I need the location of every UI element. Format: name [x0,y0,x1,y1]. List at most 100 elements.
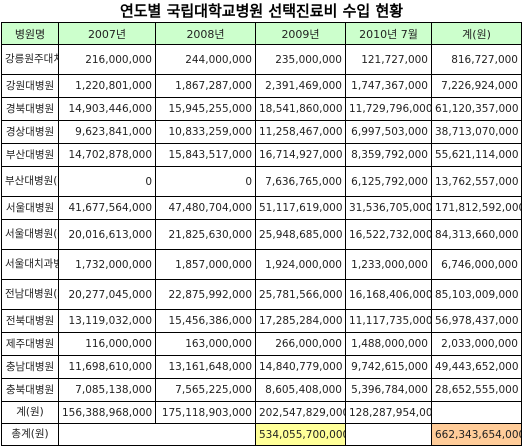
value-cell: 2,033,000,000 [431,332,522,356]
value-cell: 171,812,592,000 [431,196,522,220]
selection-fee-table: 병원명 2007년 2008년 2009년 2010년 7월 계(원) 강릉원주… [1,22,522,446]
value-cell: 9,623,841,000 [58,120,156,144]
table-row: 부산대병원(양산)007,636,765,0006,125,792,00013,… [1,166,522,197]
header-cell-hospital: 병원명 [1,22,59,45]
table-row: 전남대병원(화순포함)20,277,045,00022,875,992,0002… [1,279,522,310]
value-cell: 21,825,630,000 [155,219,256,250]
hospital-name-cell: 충북대병원 [1,378,59,402]
hospital-name-cell: 부산대병원(양산) [1,166,59,197]
table-row: 경상대병원 9,623,841,000 10,833,259,000 11,258,4… [1,120,522,144]
value-cell: 15,945,255,000 [155,97,256,121]
grand-total-highlight-peach: 662,343,654,000 [431,423,522,446]
grand-total-empty-cell [58,423,256,446]
value-cell: 216,000,000 [58,44,156,75]
value-cell: 55,621,114,000 [431,143,522,167]
value-cell: 7,085,138,000 [58,378,156,402]
value-cell: 1,747,367,000 [345,74,432,98]
value-cell: 1,488,000,000 [345,332,432,356]
grand-total-row: 총계(원) 534,055,700,000 662,343,654,000 [1,423,522,446]
value-cell: 16,522,732,000 [345,219,432,250]
value-cell: 51,117,619,000 [255,196,346,220]
header-cell-2007: 2007년 [58,22,156,45]
value-cell: 49,443,652,000 [431,355,522,379]
hospital-name-cell: 전남대병원(화순포함) [1,279,59,310]
value-cell: 38,713,070,000 [431,120,522,144]
value-cell: 244,000,000 [155,44,256,75]
value-cell: 16,714,927,000 [255,143,346,167]
table-row: 강릉원주대치과병원216,000,000244,000,000235,000,0… [1,44,522,75]
value-cell: 1,867,287,000 [155,74,256,98]
value-cell: 15,843,517,000 [155,143,256,167]
value-cell: 14,903,446,000 [58,97,156,121]
value-cell: 6,125,792,000 [345,166,432,197]
value-cell: 61,120,357,000 [431,97,522,121]
value-cell: 163,000,000 [155,332,256,356]
hospital-name-cell: 전북대병원 [1,309,59,333]
table-row: 서울대치과병원1,732,000,0001,857,000,0001,924,0… [1,249,522,280]
value-cell: 16,168,406,000 [345,279,432,310]
value-cell: 11,698,610,000 [58,355,156,379]
value-cell: 13,762,557,000 [431,166,522,197]
value-cell: 235,000,000 [255,44,346,75]
header-cell-2008: 2008년 [155,22,256,45]
value-cell: 18,541,860,000 [255,97,346,121]
value-cell: 10,833,259,000 [155,120,256,144]
table-row: 부산대병원 14,702,878,000 15,843,517,000 16,714,… [1,143,522,167]
value-cell: 11,117,735,000 [345,309,432,333]
table-row: 충남대병원 11,698,610,000 13,161,648,000 14,840,… [1,355,522,379]
value-cell: 84,313,660,000 [431,219,522,250]
value-cell: 5,396,784,000 [345,378,432,402]
hospital-name-cell: 부산대병원 [1,143,59,167]
value-cell: 85,103,009,000 [431,279,522,310]
header-cell-total: 계(원) [431,22,522,45]
value-cell: 15,456,386,000 [155,309,256,333]
value-cell: 20,016,613,000 [58,219,156,250]
value-cell: 20,277,045,000 [58,279,156,310]
table-row: 강원대병원 1,220,801,000 1,867,287,000 2,391,469… [1,74,522,98]
hospital-name-cell: 서울대병원(분당) [1,219,59,250]
table-row: 전북대병원 13,119,032,000 15,456,386,000 17,285,… [1,309,522,333]
page-title: 연도별 국립대학교병원 선택진료비 수입 현황 [119,2,404,20]
value-cell: 11,258,467,000 [255,120,346,144]
value-cell: 13,119,032,000 [58,309,156,333]
table-row: 충북대병원 7,085,138,000 7,565,225,000 8,605,408… [1,378,522,402]
sum-value-cell: 175,118,903,000 [155,401,256,424]
value-cell: 8,605,408,000 [255,378,346,402]
table-row: 서울대병원(분당)20,016,613,00021,825,630,00025,… [1,219,522,250]
value-cell: 1,732,000,000 [58,249,156,280]
table-row: 서울대병원 41,677,564,000 47,480,704,000 51,117,… [1,196,522,220]
value-cell: 31,536,705,000 [345,196,432,220]
value-cell: 17,285,284,000 [255,309,346,333]
hospital-name-cell: 서울대치과병원 [1,249,59,280]
value-cell: 6,746,000,000 [431,249,522,280]
value-cell: 13,161,648,000 [155,355,256,379]
header-row: 병원명 2007년 2008년 2009년 2010년 7월 계(원) [1,22,522,45]
grand-total-label-cell: 총계(원) [1,423,59,446]
value-cell: 1,233,000,000 [345,249,432,280]
value-cell: 11,729,796,000 [345,97,432,121]
value-cell: 1,924,000,000 [255,249,346,280]
value-cell: 14,702,878,000 [58,143,156,167]
sum-value-cell: 128,287,954,000 [345,401,432,424]
value-cell: 7,565,225,000 [155,378,256,402]
table-row: 제주대병원 116,000,000 163,000,000 266,000,000 1,… [1,332,522,356]
hospital-name-cell: 강릉원주대치과병원 [1,44,59,75]
value-cell: 2,391,469,000 [255,74,346,98]
value-cell: 116,000,000 [58,332,156,356]
value-cell: 56,978,437,000 [431,309,522,333]
value-cell: 14,840,779,000 [255,355,346,379]
value-cell: 0 [58,166,156,197]
value-cell: 8,359,792,000 [345,143,432,167]
value-cell: 28,652,555,000 [431,378,522,402]
hospital-name-cell: 제주대병원 [1,332,59,356]
value-cell: 6,997,503,000 [345,120,432,144]
grand-total-highlight-yellow: 534,055,700,000 [255,423,346,446]
value-cell: 7,226,924,000 [431,74,522,98]
value-cell: 25,781,566,000 [255,279,346,310]
value-cell: 22,875,992,000 [155,279,256,310]
table-row: 경북대병원 14,903,446,000 15,945,255,000 18,541,… [1,97,522,121]
value-cell: 47,480,704,000 [155,196,256,220]
sum-row: 계(원) 156,388,968,000 175,118,903,000 202,54… [1,401,522,424]
grand-total-empty-cell [345,423,432,446]
sum-empty-cell [431,401,522,424]
